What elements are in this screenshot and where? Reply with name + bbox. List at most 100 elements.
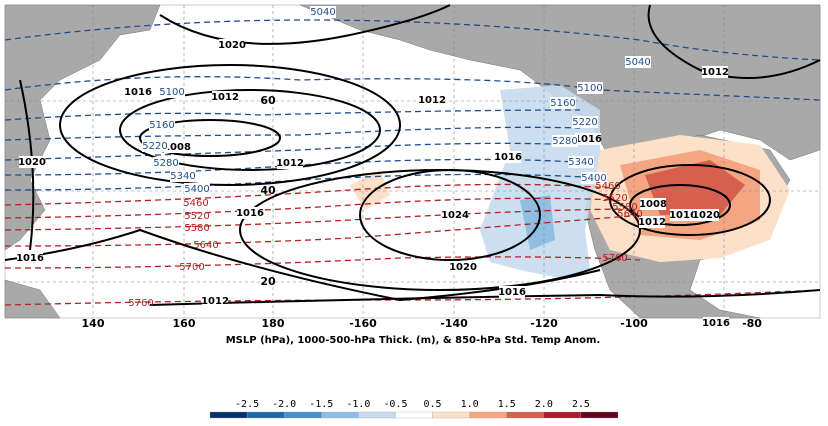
label-background xyxy=(149,119,175,131)
label-background xyxy=(219,39,245,51)
colorbar-swatch xyxy=(284,411,322,419)
thickness-label: 5040 xyxy=(625,57,650,68)
mslp-label: 1016 xyxy=(498,287,526,298)
longitude-label: -100 xyxy=(620,317,648,330)
thickness-label: 5760 xyxy=(128,298,153,309)
mslp-label: 1016 xyxy=(236,208,264,219)
label-background xyxy=(703,317,729,329)
colorbar-label: 0.5 xyxy=(424,399,442,410)
label-background xyxy=(159,86,185,98)
colorbar-swatch xyxy=(321,411,359,419)
label-background xyxy=(125,86,151,98)
thickness-label: 5400 xyxy=(184,184,209,195)
label-background xyxy=(202,295,228,307)
label-background xyxy=(142,140,168,152)
label-background xyxy=(625,56,651,68)
label-background xyxy=(693,209,719,221)
thickness-label: 5520 xyxy=(184,211,209,222)
colorbar: -2.5 -2.0 -1.5 -1.0 -0.5 0.5 1.0 1.5 2.0 2.5 xyxy=(209,399,619,419)
mslp-label: 1016 xyxy=(669,210,697,221)
latitude-label: 40 xyxy=(260,184,276,197)
thickness-label: 5700 xyxy=(602,253,627,264)
mslp-label: 1016 xyxy=(124,87,152,98)
thickness-label: 5040 xyxy=(310,7,335,18)
label-background xyxy=(499,286,525,298)
label-background xyxy=(575,133,601,145)
warm-anomaly-core xyxy=(645,160,745,215)
mslp-label: 1020 xyxy=(18,157,46,168)
thickness-label: 5580 xyxy=(184,223,209,234)
label-background xyxy=(639,216,665,228)
thickness-label: 5580 xyxy=(612,202,637,213)
mslp-label: 1012 xyxy=(638,217,666,228)
colorbar-label: -2.0 xyxy=(272,399,296,410)
longitude-label: -140 xyxy=(440,317,468,330)
label-background xyxy=(495,151,521,163)
thickness-label: 5400 xyxy=(581,173,606,184)
colorbar-swatch xyxy=(580,411,619,419)
thickness-label: 5460 xyxy=(595,181,620,192)
label-background xyxy=(581,172,607,184)
longitude-label: -80 xyxy=(742,317,762,330)
label-background xyxy=(577,82,603,94)
label-background xyxy=(277,157,303,169)
colorbar-swatch xyxy=(246,411,285,419)
mslp-label: 1020 xyxy=(449,262,477,273)
colorbar-swatch xyxy=(395,411,433,419)
caption: MSLP (hPa), 1000-500-hPa Thick. (m), & 8… xyxy=(226,335,601,346)
label-background xyxy=(640,198,666,210)
thickness-label: 5340 xyxy=(568,157,593,168)
mslp-label: 1012 xyxy=(701,67,729,78)
colorbar-swatch xyxy=(469,411,507,419)
mslp-label: 1016 xyxy=(494,152,522,163)
thickness-label: 5220 xyxy=(142,141,167,152)
thickness-label: 5220 xyxy=(572,117,597,128)
label-background xyxy=(19,156,45,168)
label-background xyxy=(17,252,43,264)
mslp-label: 1012 xyxy=(276,158,304,169)
colorbar-label: -2.5 xyxy=(235,399,259,410)
colorbar-label: 1.5 xyxy=(498,399,516,410)
thickness-label: 5280 xyxy=(153,158,178,169)
label-background xyxy=(702,66,728,78)
mslp-label: 1016 xyxy=(574,134,602,145)
thickness-label: 5100 xyxy=(577,83,602,94)
label-background xyxy=(450,261,476,273)
longitude-label: 140 xyxy=(82,317,105,330)
warm-anomaly-small xyxy=(350,170,390,210)
label-background xyxy=(164,141,190,153)
label-background xyxy=(442,209,468,221)
mslp-label: 1020 xyxy=(692,210,720,221)
thickness-label: 5700 xyxy=(179,262,204,273)
colorbar-label: 1.0 xyxy=(461,399,479,410)
thickness-label: 5520 xyxy=(602,193,627,204)
thickness-label: 5160 xyxy=(149,120,174,131)
mslp-label: 1024 xyxy=(441,210,469,221)
thickness-label: 5640 xyxy=(617,209,642,220)
label-background xyxy=(170,170,196,182)
label-background xyxy=(184,183,210,195)
thickness-label: 5160 xyxy=(550,98,575,109)
thickness-label: 5280 xyxy=(552,136,577,147)
colorbar-swatch xyxy=(358,411,396,419)
label-background xyxy=(550,97,576,109)
cold-anomaly xyxy=(480,85,600,278)
thickness-label: 5640 xyxy=(193,240,218,251)
longitude-label: 160 xyxy=(173,317,196,330)
label-background xyxy=(310,6,336,18)
label-background xyxy=(419,94,445,106)
label-background xyxy=(670,209,696,221)
colorbar-label: -1.0 xyxy=(346,399,370,410)
latitude-label: 60 xyxy=(260,94,276,107)
mslp-label: 1016 xyxy=(702,318,730,329)
mslp-label: 1012 xyxy=(418,95,446,106)
thickness-label: 5460 xyxy=(183,198,208,209)
colorbar-swatch xyxy=(209,411,248,419)
mslp-label: 1020 xyxy=(218,40,246,51)
label-background xyxy=(212,91,238,103)
colorbar-label: -1.5 xyxy=(309,399,333,410)
colorbar-label: 2.5 xyxy=(572,399,590,410)
thickness-label: 5340 xyxy=(170,171,195,182)
mslp-label: 1016 xyxy=(16,253,44,264)
